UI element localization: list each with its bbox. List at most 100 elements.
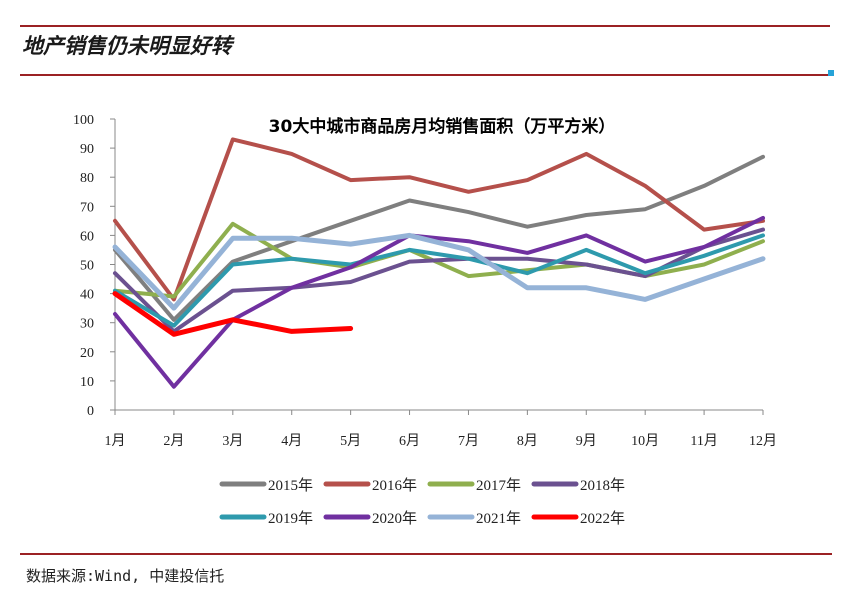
data-point: [349, 242, 353, 246]
data-point: [466, 257, 470, 261]
data-point: [702, 277, 706, 281]
x-tick-label: 6月: [399, 433, 420, 449]
y-tick-label: 10: [80, 375, 94, 390]
data-point: [290, 236, 294, 240]
data-point: [702, 184, 706, 188]
data-point: [231, 222, 235, 226]
legend-label: 2015年: [268, 477, 313, 494]
data-point: [349, 280, 353, 284]
x-tick-label: 9月: [576, 433, 597, 449]
data-point: [349, 219, 353, 223]
chart-title: 30大中城市商品房月均销售面积（万平方米）: [269, 116, 616, 137]
legend-label: 2020年: [372, 510, 417, 527]
data-point: [113, 245, 117, 249]
data-point: [584, 233, 588, 237]
y-tick-label: 20: [80, 346, 94, 361]
data-point: [172, 332, 176, 336]
legend-label: 2018年: [580, 477, 625, 494]
data-point: [584, 248, 588, 252]
data-point: [113, 312, 117, 316]
chart-legend: 2015年 2016年 2017年 2018年 2019年 2020年 2021年 2022年: [219, 477, 625, 527]
y-tick-label: 0: [87, 404, 94, 419]
data-point: [231, 263, 235, 266]
legend-label: 2021年: [476, 510, 521, 527]
data-point: [466, 274, 470, 278]
data-point: [525, 178, 529, 182]
data-point: [466, 210, 470, 214]
chart-series-lines: [112, 137, 766, 389]
y-tick-label: 60: [80, 229, 94, 244]
data-point: [172, 385, 176, 389]
data-point: [761, 228, 765, 232]
page-title: 地产销售仍未明显好转: [22, 33, 232, 58]
data-point: [584, 286, 588, 290]
data-point: [231, 137, 235, 141]
data-point: [702, 228, 706, 232]
data-point: [290, 152, 294, 156]
data-point: [702, 245, 706, 249]
chart-axes: 0 10 20 30 40 50 60 70 80 90 100 1月 2月 3月 4月 5月 6月 7月 8月 9月…: [73, 113, 777, 449]
data-point: [761, 216, 765, 220]
series-line-2019年: [113, 233, 765, 328]
data-point: [525, 271, 529, 275]
data-point: [349, 265, 353, 269]
footer-rule: [20, 553, 832, 555]
data-point: [525, 225, 529, 229]
data-point: [466, 239, 470, 243]
data-point: [172, 306, 176, 310]
data-point: [408, 198, 412, 202]
data-point: [584, 263, 588, 266]
y-tick-label: 100: [73, 113, 94, 128]
x-tick-label: 1月: [105, 433, 126, 449]
series-line-2016年: [113, 137, 765, 302]
data-point: [231, 260, 235, 264]
data-point: [290, 257, 294, 261]
data-point: [702, 254, 706, 258]
top-rule: [20, 25, 830, 27]
x-tick-label: 7月: [458, 433, 479, 449]
y-tick-label: 80: [80, 171, 94, 186]
x-tick-label: 11月: [690, 433, 717, 449]
data-point: [643, 271, 647, 275]
data-point: [113, 219, 117, 223]
data-point: [643, 184, 647, 188]
header-rule: [20, 74, 832, 76]
data-point: [761, 239, 765, 243]
x-tick-label: 4月: [281, 433, 302, 449]
y-tick-label: 50: [80, 259, 94, 274]
data-point: [584, 213, 588, 217]
source-note: 数据来源:Wind, 中建投信托: [26, 567, 225, 585]
x-tick-label: 10月: [631, 433, 659, 449]
data-point: [525, 251, 529, 255]
data-point: [584, 152, 588, 156]
legend-label: 2019年: [268, 510, 313, 527]
data-point: [761, 233, 765, 237]
y-tick-label: 70: [80, 200, 94, 215]
data-point: [349, 327, 353, 331]
legend-label: 2016年: [372, 477, 417, 494]
x-tick-label: 3月: [222, 433, 243, 449]
data-point: [408, 260, 412, 264]
data-point: [113, 292, 117, 296]
data-point: [525, 257, 529, 261]
x-tick-label: 8月: [517, 433, 538, 449]
data-point: [702, 263, 706, 266]
data-point: [466, 248, 470, 252]
x-tick-label: 2月: [163, 433, 184, 449]
data-point: [231, 236, 235, 240]
series-line-2017年: [113, 221, 765, 299]
data-point: [231, 289, 235, 293]
series-line-2020年: [113, 215, 765, 389]
x-tick-label: 12月: [749, 433, 777, 449]
data-point: [172, 324, 176, 328]
data-point: [408, 233, 412, 237]
data-point: [290, 286, 294, 290]
data-point: [761, 155, 765, 159]
data-point: [172, 295, 176, 299]
data-point: [408, 248, 412, 252]
data-point: [349, 178, 353, 182]
data-point: [643, 274, 647, 278]
x-tick-label: 5月: [340, 433, 361, 449]
data-point: [408, 175, 412, 179]
